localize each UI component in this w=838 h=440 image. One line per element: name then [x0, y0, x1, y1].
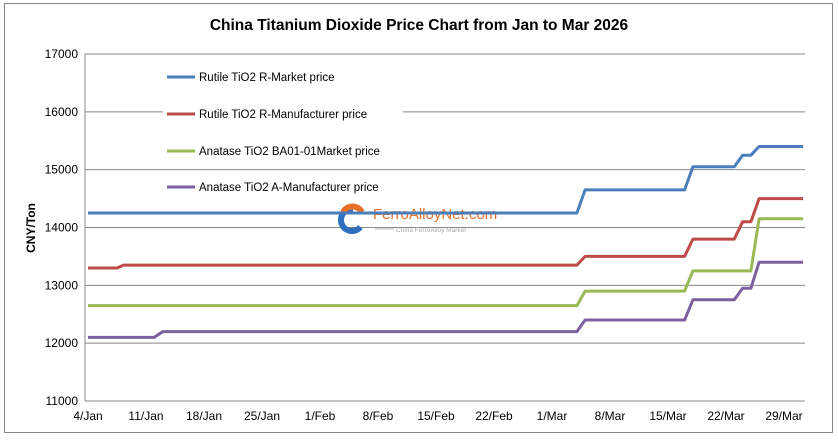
- legend-label: Rutile TiO2 R-Market price: [199, 72, 334, 84]
- x-tick-label: 22/Mar: [707, 409, 744, 423]
- x-tick-label: 1/Mar: [537, 409, 568, 423]
- x-tick-label: 15/Mar: [649, 409, 686, 423]
- series-lines: [88, 145, 804, 339]
- legend-label: Rutile TiO2 R-Manufacturer price: [199, 109, 367, 121]
- y-tick-labels: 11000 12000 13000 14000 15000 16000 17000: [45, 47, 79, 408]
- x-tick-label: 11/Jan: [128, 409, 163, 423]
- chart-border: [4, 3, 833, 433]
- series-line-3: [88, 260, 804, 339]
- y-tick-label: 17000: [45, 47, 79, 61]
- y-tick-label: 12000: [45, 336, 79, 350]
- y-tick-label: 14000: [45, 221, 79, 235]
- chart-title: China Titanium Dioxide Price Chart from …: [210, 17, 629, 34]
- x-tick-label: 15/Feb: [417, 409, 455, 423]
- series-line-0: [88, 145, 804, 215]
- x-tick-labels: 4/Jan 11/Jan 18/Jan 25/Jan 1/Feb 8/Feb 15/Feb 2…: [73, 409, 802, 423]
- legend-bg: [163, 67, 403, 83]
- y-tick-label: 15000: [45, 163, 79, 177]
- y-tick-label: 16000: [45, 105, 79, 119]
- x-tick-label: 1/Feb: [305, 409, 336, 423]
- watermark-tagline: China FerroAlloy Market: [396, 227, 466, 234]
- x-tick-label: 22/Feb: [475, 409, 513, 423]
- x-tick-label: 8/Feb: [363, 409, 394, 423]
- y-tick-label: 13000: [45, 278, 79, 292]
- series-line-1: [88, 197, 804, 270]
- x-tick-label: 4/Jan: [73, 409, 102, 423]
- legend-bg: [163, 177, 403, 193]
- y-tick-label: 11000: [46, 394, 79, 408]
- series-line-2: [88, 217, 804, 308]
- legend: Rutile TiO2 R-Market price Rutile TiO2 R-…: [163, 67, 403, 194]
- x-tick-label: 18/Jan: [186, 409, 222, 423]
- legend-bg: [163, 141, 403, 157]
- legend-label: Anatase TiO2 A-Manufacturer price: [199, 182, 379, 194]
- y-axis-label: CNY/Ton: [24, 203, 38, 253]
- legend-bg: [163, 104, 403, 120]
- x-tick-label: 8/Mar: [595, 409, 626, 423]
- x-tick-label: 25/Jan: [244, 409, 280, 423]
- x-tick-label: 29/Mar: [765, 409, 802, 423]
- legend-label: Anatase TiO2 BA01-01Market price: [199, 146, 380, 158]
